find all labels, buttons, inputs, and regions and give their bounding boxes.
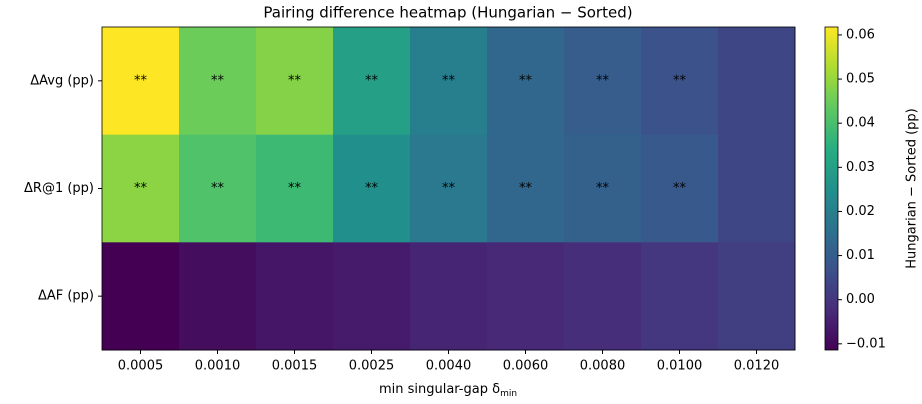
heatmap-cell [487, 134, 565, 243]
heatmap-cell [256, 134, 334, 243]
colorbar-tick-label: 0.05 [846, 72, 875, 87]
heatmap-cell [487, 242, 565, 351]
cell-annotation: ** [134, 73, 148, 88]
heatmap-cell [179, 242, 257, 351]
heatmap-cell [564, 134, 642, 243]
heatmap-cell [718, 134, 796, 243]
colorbar-tick-label: 0.00 [846, 292, 875, 307]
colorbar-label: Hungarian − Sorted (pp) [905, 108, 920, 268]
cell-annotation: ** [288, 181, 302, 196]
heatmap-cell [410, 27, 488, 136]
x-tick-label: 0.0040 [426, 359, 472, 374]
y-tick-label: ΔR@1 (pp) [24, 181, 94, 196]
y-tick-label: ΔAvg (pp) [30, 73, 94, 88]
heatmap-cell [487, 27, 565, 136]
y-tick-label: ΔAF (pp) [38, 289, 94, 304]
cell-annotation: ** [211, 73, 225, 88]
cell-annotation: ** [519, 181, 533, 196]
heatmap-cell [564, 242, 642, 351]
x-tick-label: 0.0100 [657, 359, 703, 374]
cell-annotation: ** [673, 73, 687, 88]
heatmap-cell [102, 134, 180, 243]
heatmap-cell [641, 242, 719, 351]
cell-annotation: ** [365, 181, 379, 196]
x-tick-label: 0.0010 [195, 359, 241, 374]
heatmap-cell [718, 242, 796, 351]
cell-annotation: ** [288, 73, 302, 88]
colorbar-tick-label: 0.06 [846, 27, 875, 42]
heatmap-cell [718, 27, 796, 136]
x-tick-label: 0.0080 [580, 359, 626, 374]
x-label-sub: min [500, 389, 517, 399]
heatmap-cell [256, 242, 334, 351]
heatmap-cell [641, 134, 719, 243]
x-tick-label: 0.0060 [503, 359, 549, 374]
colorbar-tick-label: 0.02 [846, 204, 875, 219]
colorbar-tick-label: 0.04 [846, 116, 875, 131]
x-tick-label: 0.0015 [272, 359, 318, 374]
cell-annotation: ** [442, 181, 456, 196]
cell-annotation: ** [211, 181, 225, 196]
cell-annotation: ** [442, 73, 456, 88]
heatmap-cell [410, 242, 488, 351]
heatmap-cell [102, 242, 180, 351]
colorbar-tick-label: 0.01 [846, 248, 875, 263]
cell-annotation: ** [134, 181, 148, 196]
heatmap-cell [102, 27, 180, 136]
cell-annotation: ** [596, 73, 610, 88]
colorbar-tick-label: −0.01 [846, 336, 886, 351]
cell-annotation: ** [673, 181, 687, 196]
heatmap-cell [256, 27, 334, 136]
heatmap-cell [410, 134, 488, 243]
heatmap-cell [333, 134, 411, 243]
heatmap-cell [333, 242, 411, 351]
cell-annotation: ** [365, 73, 379, 88]
chart-title: Pairing difference heatmap (Hungarian − … [263, 4, 632, 22]
x-tick-label: 0.0025 [349, 359, 395, 374]
heatmap-cell [179, 27, 257, 136]
x-axis-label: min singular-gap δmin [379, 382, 517, 399]
heatmap-cell [564, 27, 642, 136]
heatmap-cell [641, 27, 719, 136]
x-label-main: min singular-gap δ [379, 382, 500, 397]
colorbar-tick-label: 0.03 [846, 160, 875, 175]
heatmap-cell [333, 27, 411, 136]
colorbar [824, 26, 839, 351]
cell-annotation: ** [519, 73, 533, 88]
x-tick-label: 0.0120 [734, 359, 780, 374]
heatmap-cell [179, 134, 257, 243]
x-tick-label: 0.0005 [118, 359, 164, 374]
cell-annotation: ** [596, 181, 610, 196]
